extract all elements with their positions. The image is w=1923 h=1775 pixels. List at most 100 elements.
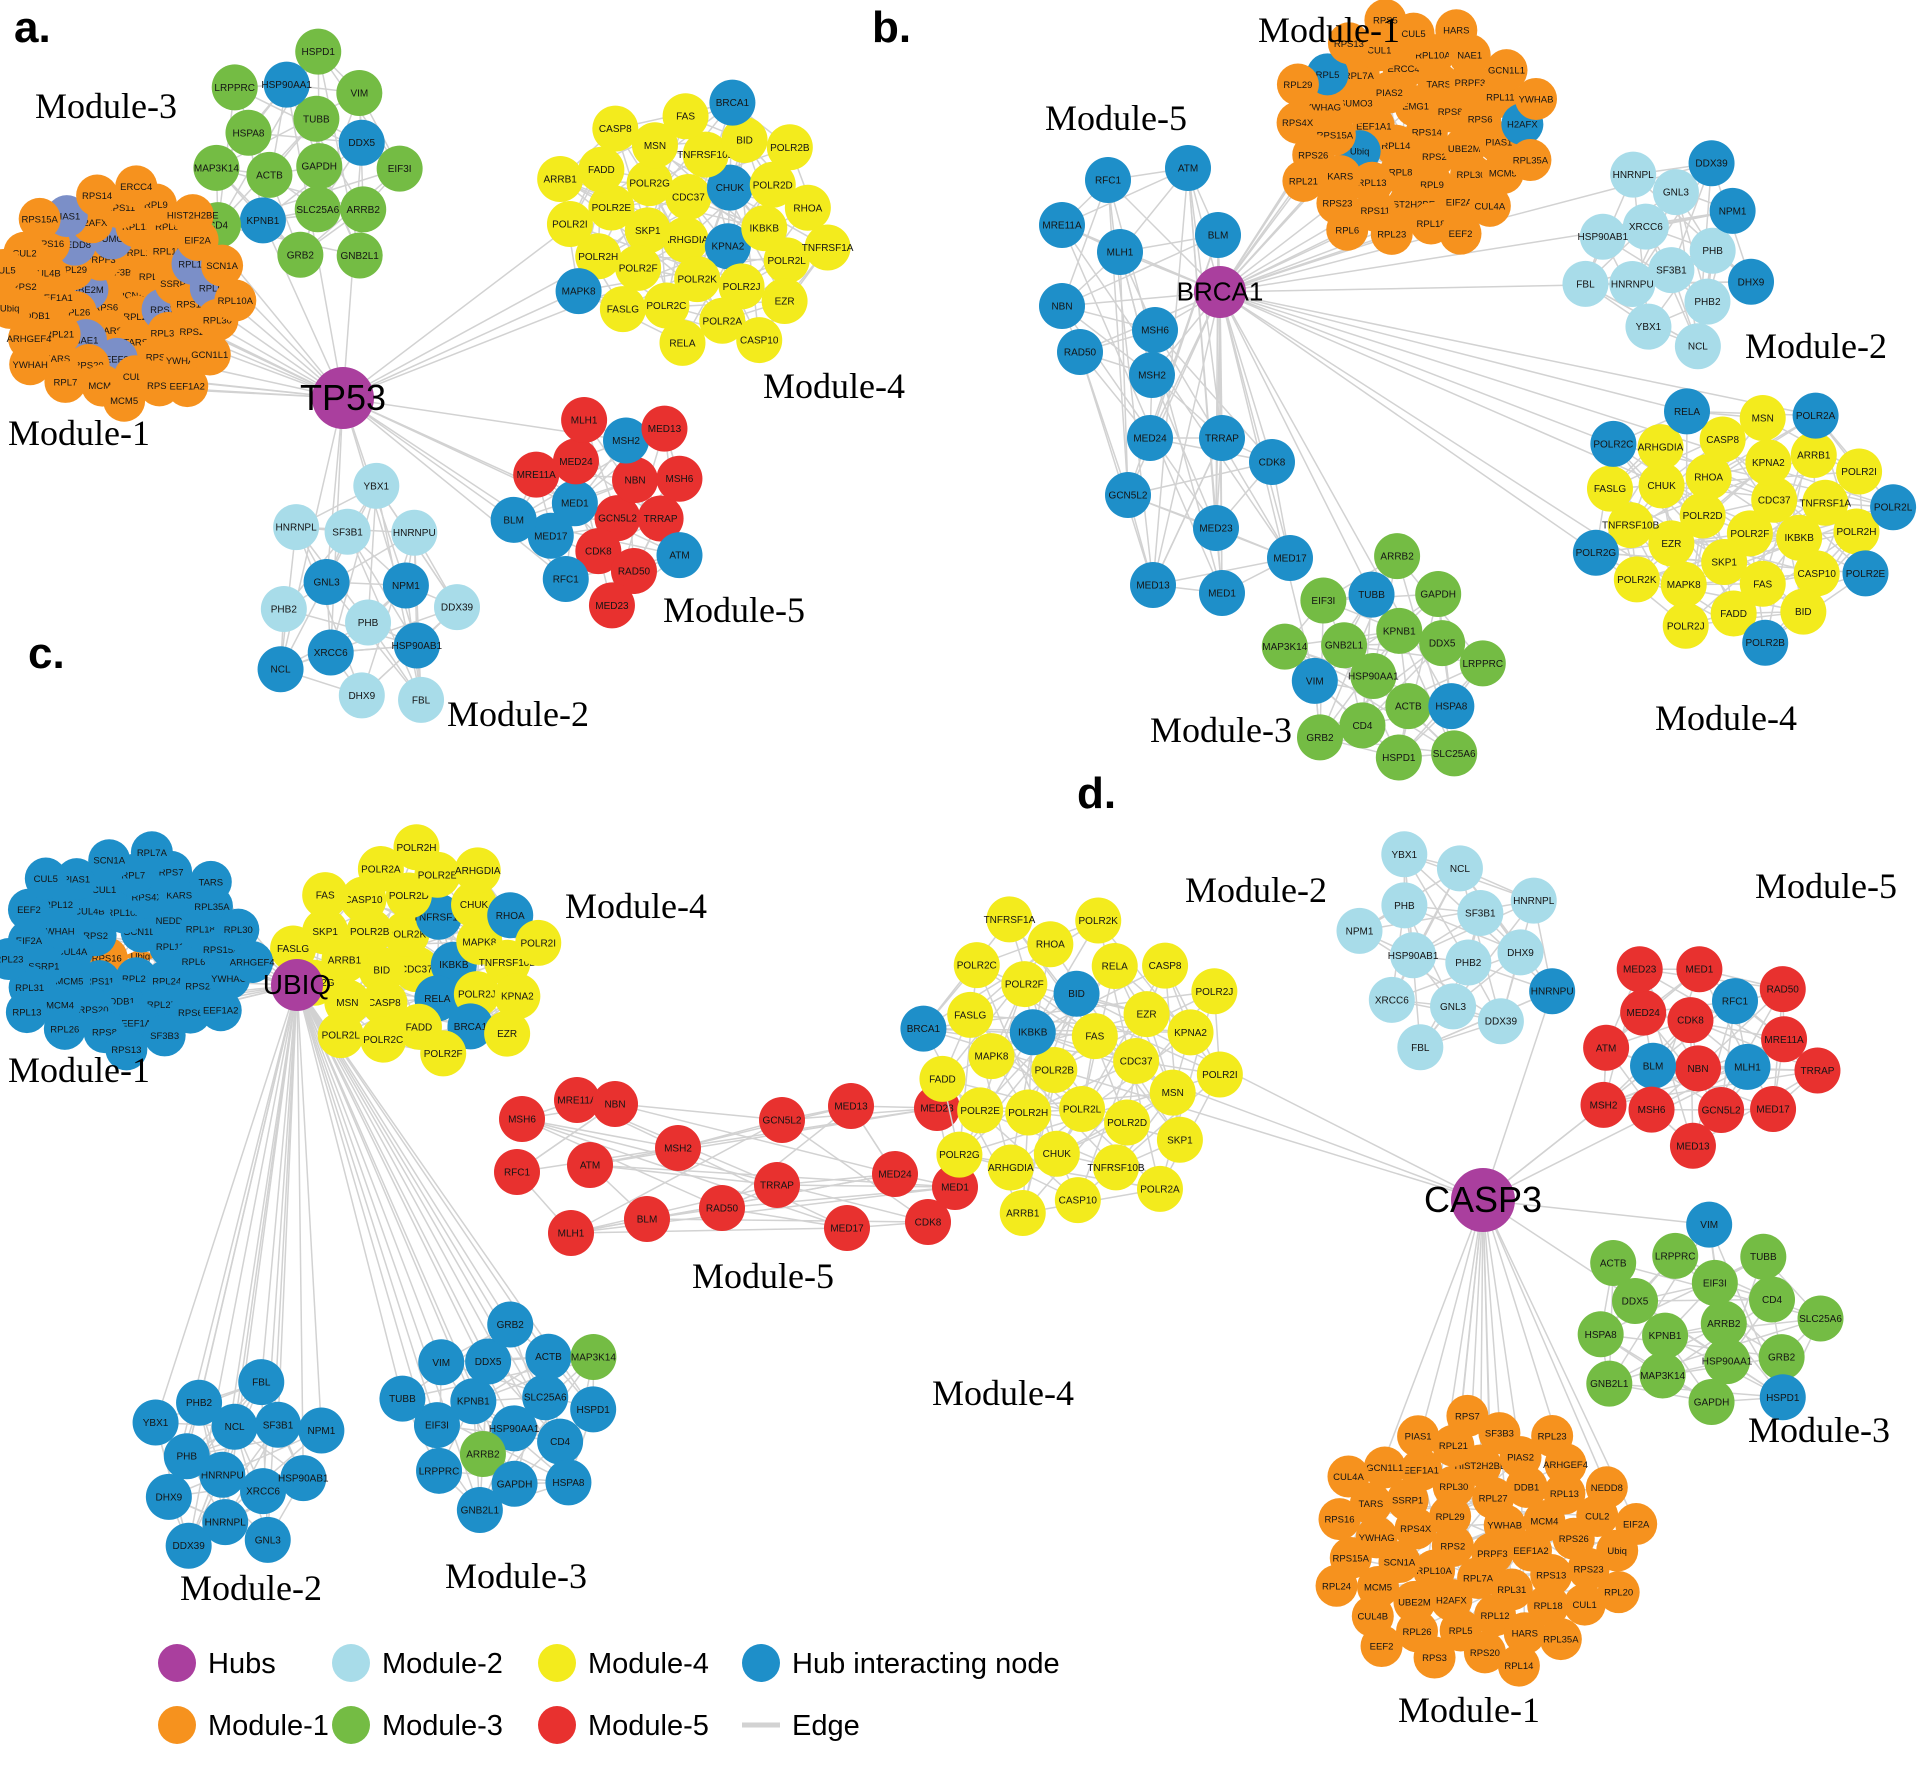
node-ATM[interactable]: ATM [1165,145,1211,191]
node-DDX5[interactable]: DDX5 [338,119,385,166]
node-MLH1[interactable]: MLH1 [1724,1043,1771,1090]
node-NCL[interactable]: NCL [1436,845,1483,892]
node-FBL[interactable]: FBL [238,1359,285,1406]
node-ACTB[interactable]: ACTB [525,1333,572,1380]
node-SLC25A6[interactable]: SLC25A6 [1797,1295,1844,1342]
node-MRE11A[interactable]: MRE11A [1761,1016,1808,1063]
node-YWHAB[interactable]: YWHAB [1515,77,1558,120]
node-DDX39[interactable]: DDX39 [1477,998,1524,1045]
node-FBL[interactable]: FBL [398,676,445,723]
node-MSH2[interactable]: MSH2 [1580,1081,1627,1128]
node-KPNB1[interactable]: KPNB1 [1376,607,1423,654]
node-BRCA1[interactable]: BRCA1 [900,1005,947,1052]
node-EZR[interactable]: EZR [484,1010,531,1057]
node-GAPDH[interactable]: GAPDH [296,143,343,190]
node-NPM1[interactable]: NPM1 [382,562,429,609]
node-DDX39[interactable]: DDX39 [434,584,481,631]
node-XRCC6[interactable]: XRCC6 [240,1468,287,1515]
node-CUL5[interactable]: CUL5 [24,857,67,900]
node-POLR2G[interactable]: POLR2G [1572,529,1619,576]
node-MED13[interactable]: MED13 [1130,562,1176,608]
node-RPL35A[interactable]: RPL35A [1509,139,1552,182]
node-POLR2L[interactable]: POLR2L [317,1012,364,1059]
node-BID[interactable]: BID [1780,588,1827,635]
node-CASP10[interactable]: CASP10 [736,317,783,364]
node-SF3B1[interactable]: SF3B1 [324,508,371,555]
node-GNB2L1[interactable]: GNB2L1 [1586,1360,1633,1407]
node-GRB2[interactable]: GRB2 [277,231,324,278]
node-CHUK[interactable]: CHUK [1033,1130,1080,1177]
node-GAPDH[interactable]: GAPDH [1688,1378,1735,1425]
node-ARRB1[interactable]: ARRB1 [999,1190,1046,1237]
node-ATM[interactable]: ATM [1583,1024,1630,1071]
node-PIAS1[interactable]: PIAS1 [1397,1415,1440,1458]
node-RPL20[interactable]: RPL20 [1597,1571,1640,1614]
node-EEF1A2[interactable]: EEF1A2 [166,365,209,408]
node-TUBB[interactable]: TUBB [1348,571,1395,618]
node-POLR2A[interactable]: POLR2A [1792,392,1839,439]
node-GNL3[interactable]: GNL3 [1430,983,1477,1030]
node-GNL3[interactable]: GNL3 [303,559,350,606]
node-TRRAP[interactable]: TRRAP [754,1162,800,1208]
node-EIF2A[interactable]: EIF2A [1615,1503,1658,1546]
node-EZR[interactable]: EZR [1648,520,1695,567]
node-HNRNPL[interactable]: HNRNPL [273,504,320,551]
node-BLM[interactable]: BLM [624,1196,670,1242]
node-POLR2A[interactable]: POLR2A [1136,1165,1183,1212]
node-HSPD1[interactable]: HSPD1 [1375,734,1422,781]
node-POLR2C[interactable]: POLR2C [1590,420,1637,467]
node-CUL4A[interactable]: CUL4A [1327,1455,1370,1498]
node-MED1[interactable]: MED1 [1199,570,1245,616]
node-NPM1[interactable]: NPM1 [298,1407,345,1454]
node-MAPK8[interactable]: MAPK8 [555,268,602,315]
node-HSPA8[interactable]: HSPA8 [545,1459,592,1506]
node-RPL24[interactable]: RPL24 [1315,1564,1358,1607]
node-EIF3I[interactable]: EIF3I [1691,1259,1738,1306]
node-RPL6[interactable]: RPL6 [1326,208,1369,251]
node-XRCC6[interactable]: XRCC6 [1622,203,1669,250]
node-POLR2G[interactable]: POLR2G [936,1131,983,1178]
node-MED24[interactable]: MED24 [1127,415,1173,461]
node-POLR2F[interactable]: POLR2F [615,244,662,291]
node-RPL35A[interactable]: RPL35A [1539,1618,1582,1661]
node-MED13[interactable]: MED13 [828,1083,874,1129]
node-POLR2J[interactable]: POLR2J [1191,968,1238,1015]
node-RAD50[interactable]: RAD50 [1057,329,1103,375]
node-XRCC6[interactable]: XRCC6 [1368,976,1415,1023]
node-EEF2[interactable]: EEF2 [1439,212,1482,255]
node-MRE11A[interactable]: MRE11A [1039,202,1085,248]
node-SLC25A6[interactable]: SLC25A6 [1431,730,1478,777]
node-GNL3[interactable]: GNL3 [244,1516,291,1563]
node-GNB2L1[interactable]: GNB2L1 [456,1487,503,1534]
node-POLR2B[interactable]: POLR2B [766,124,813,171]
node-MSN[interactable]: MSN [1739,394,1786,441]
node-PHB2[interactable]: PHB2 [260,586,307,633]
node-CDC37[interactable]: CDC37 [1113,1038,1160,1085]
node-SKP1[interactable]: SKP1 [1156,1116,1203,1163]
node-YBX1[interactable]: YBX1 [1625,303,1672,350]
node-MLH1[interactable]: MLH1 [561,396,608,443]
node-NPM1[interactable]: NPM1 [1336,907,1383,954]
node-MED24[interactable]: MED24 [1620,989,1667,1036]
node-PHB[interactable]: PHB [163,1433,210,1480]
node-RPL14[interactable]: RPL14 [1497,1644,1540,1687]
node-RPL23[interactable]: RPL23 [1531,1415,1574,1458]
node-RPL23[interactable]: RPL23 [1370,212,1413,255]
node-RELA[interactable]: RELA [1664,388,1711,435]
node-HSPA8[interactable]: HSPA8 [1428,683,1475,730]
node-CASP8[interactable]: CASP8 [592,105,639,152]
node-FBL[interactable]: FBL [1562,260,1609,307]
node-RPS15A[interactable]: RPS15A [18,197,61,240]
node-CASP10[interactable]: CASP10 [1054,1177,1101,1224]
node-NBN[interactable]: NBN [592,1081,638,1127]
node-ARRB1[interactable]: ARRB1 [537,155,584,202]
node-GCN5L2[interactable]: GCN5L2 [1105,472,1151,518]
node-GCN1L1[interactable]: GCN1L1 [1363,1446,1406,1489]
node-MED23[interactable]: MED23 [588,582,635,629]
node-CDK8[interactable]: CDK8 [1249,439,1295,485]
node-YBX1[interactable]: YBX1 [1381,831,1428,878]
node-NPM1[interactable]: NPM1 [1709,187,1756,234]
node-SF3B1[interactable]: SF3B1 [1457,890,1504,937]
node-FBL[interactable]: FBL [1397,1024,1444,1071]
node-EIF3I[interactable]: EIF3I [1300,577,1347,624]
